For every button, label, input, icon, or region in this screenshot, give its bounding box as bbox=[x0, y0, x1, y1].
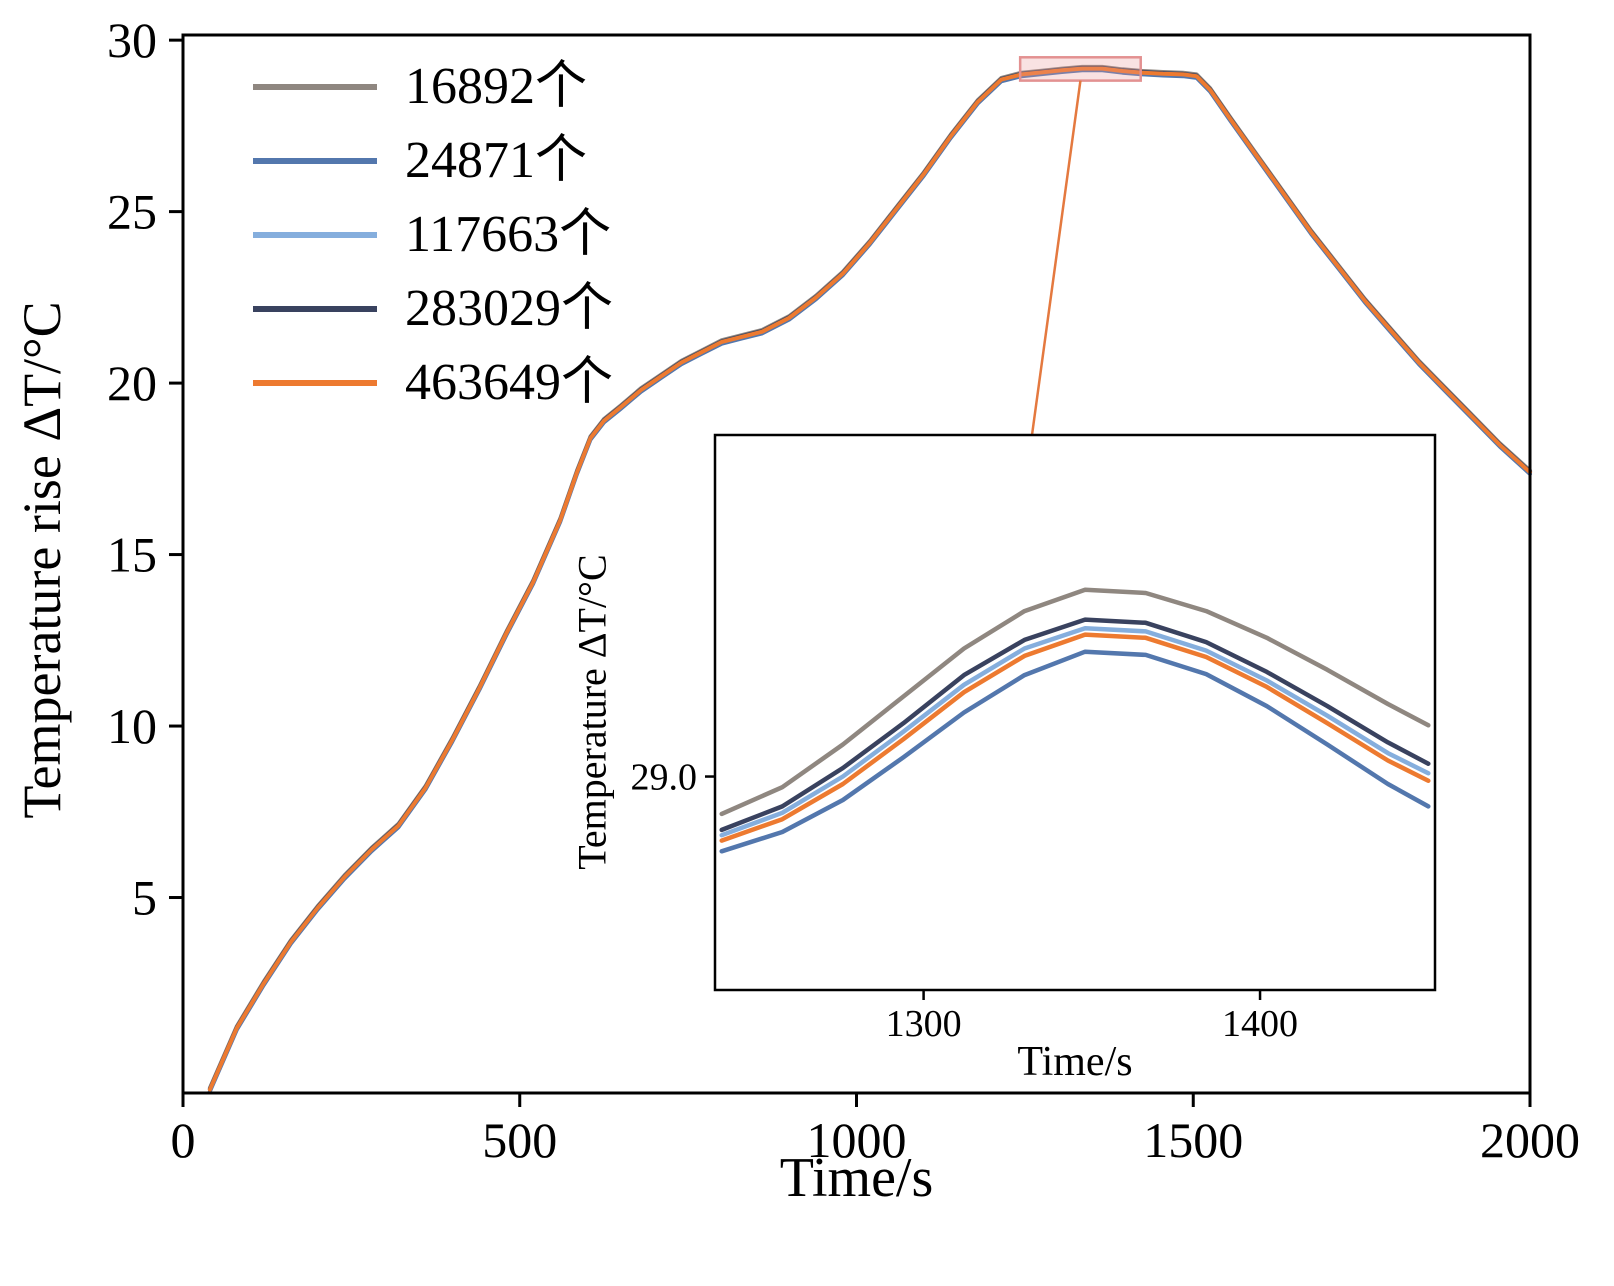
legend-label: 117663个 bbox=[405, 206, 612, 263]
inset-y-axis-label: Temperature ΔT/°C bbox=[569, 554, 615, 870]
legend-line-swatch bbox=[253, 84, 377, 90]
legend-label: 283029个 bbox=[405, 280, 614, 337]
legend-label: 24871个 bbox=[405, 132, 588, 189]
legend: 16892个 24871个 117663个 283029个 463649个 bbox=[253, 50, 613, 420]
legend-line-swatch bbox=[253, 158, 377, 164]
inset-series-line-0 bbox=[719, 587, 1431, 817]
zoom-connector-line bbox=[1030, 80, 1082, 436]
legend-item: 463649个 bbox=[253, 346, 613, 420]
inset-x-tick-label: 1300 bbox=[886, 1003, 962, 1045]
inset-plot-border bbox=[713, 433, 1437, 992]
legend-label: 463649个 bbox=[405, 354, 614, 411]
inset-series-line-1 bbox=[719, 649, 1431, 854]
legend-line-swatch bbox=[253, 232, 377, 238]
legend-item: 283029个 bbox=[253, 272, 613, 346]
legend-label: 16892个 bbox=[405, 58, 588, 115]
inset-x-axis-label: Time/s bbox=[1017, 1039, 1133, 1085]
x-tick-label: 1500 bbox=[1143, 1112, 1243, 1168]
y-tick-label: 25 bbox=[107, 184, 157, 240]
legend-item: 24871个 bbox=[253, 124, 613, 198]
legend-item: 16892个 bbox=[253, 50, 613, 124]
y-tick-label: 30 bbox=[107, 12, 157, 68]
main-series-line-4 bbox=[207, 66, 1532, 1092]
inset-series-line-3 bbox=[719, 617, 1431, 833]
inset-x-tick-label: 1400 bbox=[1222, 1003, 1298, 1045]
zoom-highlight-box bbox=[1018, 56, 1142, 82]
x-tick-label: 1000 bbox=[807, 1112, 907, 1168]
inset-series-line-2 bbox=[719, 625, 1431, 838]
legend-line-swatch bbox=[253, 306, 377, 312]
x-tick-label: 500 bbox=[482, 1112, 557, 1168]
inset-series-line-4 bbox=[719, 632, 1431, 843]
inset-y-tick-label: 29.0 bbox=[631, 757, 698, 799]
y-tick-label: 20 bbox=[107, 355, 157, 411]
y-tick-label: 15 bbox=[107, 527, 157, 583]
y-tick-label: 10 bbox=[107, 698, 157, 754]
legend-item: 117663个 bbox=[253, 198, 613, 272]
x-tick-label: 2000 bbox=[1480, 1112, 1580, 1168]
legend-line-swatch bbox=[253, 380, 377, 386]
y-tick-label: 5 bbox=[132, 870, 157, 926]
x-axis-label: Time/s bbox=[779, 1147, 934, 1209]
y-axis-label: Temperature rise ΔT/°C bbox=[12, 301, 72, 819]
x-tick-label: 0 bbox=[171, 1112, 196, 1168]
